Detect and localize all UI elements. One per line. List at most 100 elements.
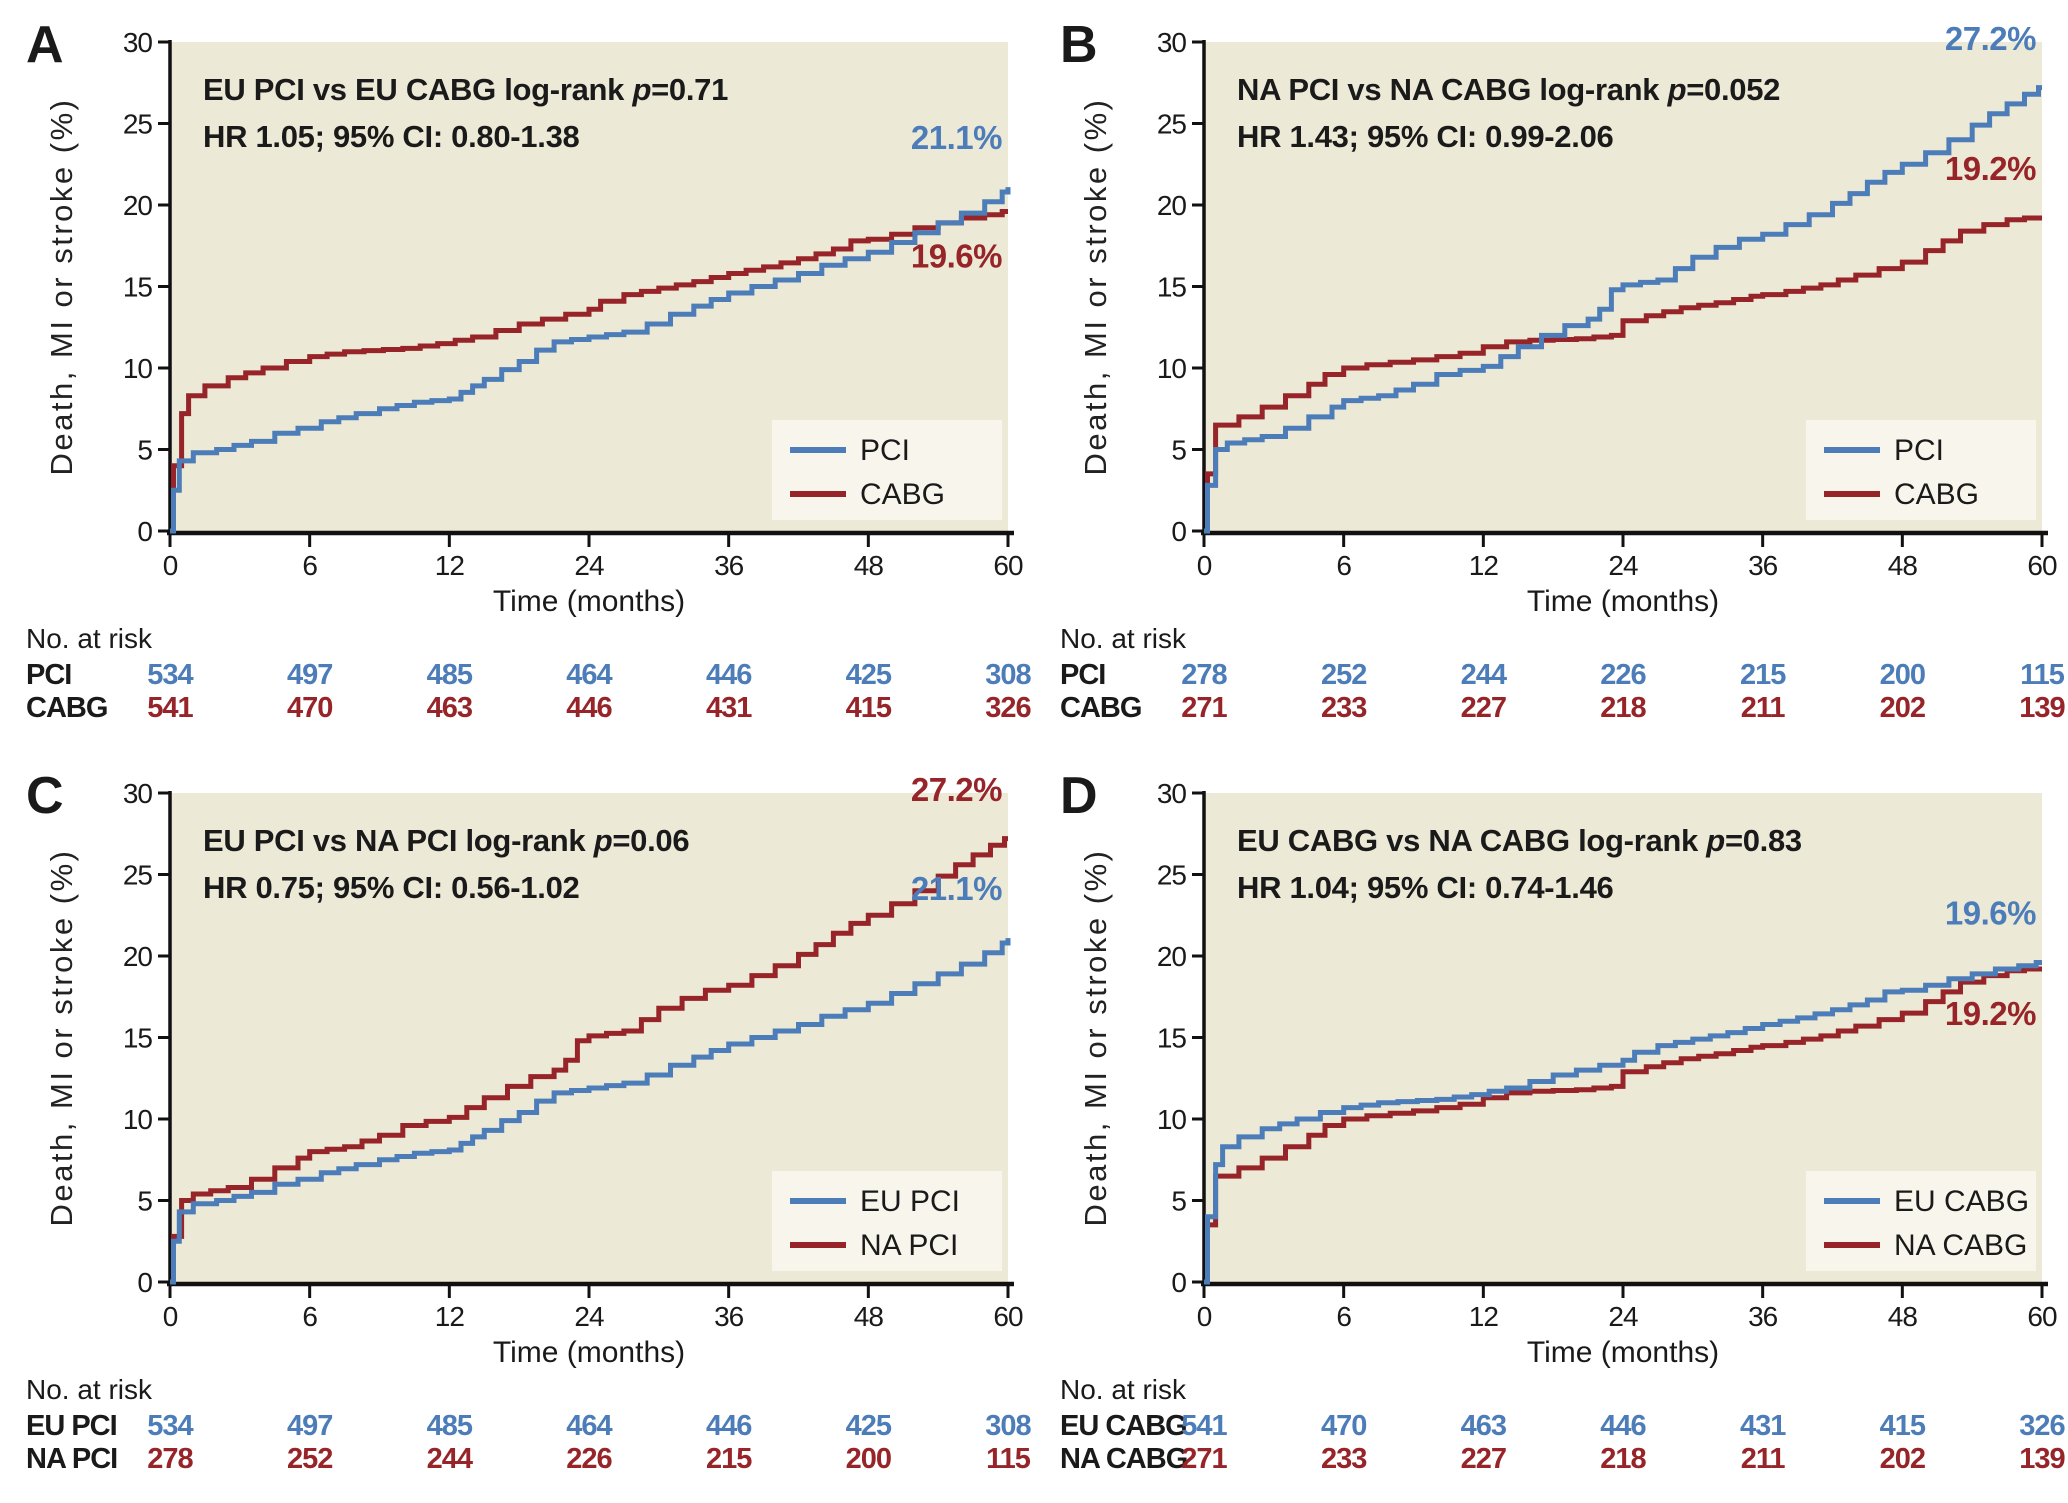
risk-value: 446 [1600,1410,1646,1442]
risk-value: 115 [986,1443,1031,1475]
risk-row-label: PCI [1060,659,1105,691]
x-tick-label: 60 [993,550,1023,581]
stats-logrank-line: EU PCI vs EU CABG log-rank p=0.71 [203,72,728,107]
risk-value: 252 [287,1443,332,1475]
risk-value: 425 [846,659,892,691]
legend-label: CABG [1894,478,1979,511]
risk-value: 115 [2020,659,2065,691]
x-tick-label: 36 [714,1301,744,1332]
km-curve-eu-pci [170,938,1011,1285]
risk-value: 218 [1600,1443,1646,1475]
panel-letter: A [26,16,64,74]
risk-value: 485 [427,659,473,691]
end-label-na-pci: 27.2% [1945,20,2036,57]
legend: EU CABG NA CABG [1806,1171,2036,1271]
x-tick-label: 12 [435,550,465,581]
risk-value: 431 [1740,1410,1786,1442]
km-curve-na-pci [1204,85,2042,534]
risk-value: 233 [1321,692,1367,724]
risk-value: 326 [985,692,1031,724]
y-tick-label: 10 [123,353,153,384]
risk-row-label: EU CABG [1060,1410,1187,1442]
y-tick-label: 20 [1157,941,1187,972]
x-tick-label: 60 [2027,1301,2057,1332]
x-tick-label: 36 [714,550,744,581]
x-tick-label: 36 [1748,1301,1778,1332]
risk-table-header: No. at risk [26,1374,153,1405]
end-label-eu-cabg: 19.6% [1945,895,2036,932]
risk-row: PCI 278 252 244 226 215 200 115 [1060,659,2066,691]
risk-value: 278 [147,1443,193,1475]
x-tick-label: 24 [574,1301,604,1332]
x-tick-label: 12 [435,1301,465,1332]
risk-value: 218 [1600,692,1646,724]
y-tick-label: 15 [123,1023,153,1054]
risk-table-header: No. at risk [1060,623,1187,654]
risk-value: 211 [1741,1443,1786,1475]
risk-value: 470 [287,692,332,724]
y-tick-label: 0 [137,516,152,547]
km-curve-na-pci [170,836,1008,1285]
risk-value: 200 [846,1443,891,1475]
end-label-eu-pci: 21.1% [911,119,1002,156]
y-tick-label: 0 [137,1267,152,1298]
risk-value: 541 [1181,1410,1227,1442]
risk-row-label: EU PCI [26,1410,117,1442]
x-axis-title: Time (months) [493,585,685,618]
y-tick-label: 15 [1157,272,1187,303]
y-tick-label: 5 [1171,435,1186,466]
risk-value: 308 [985,659,1031,691]
risk-value: 227 [1461,692,1506,724]
stats-hr-line: HR 1.05; 95% CI: 0.80-1.38 [203,119,580,154]
y-tick-label: 0 [1171,1267,1186,1298]
x-axis-title: Time (months) [1527,1336,1719,1369]
x-tick-label: 60 [993,1301,1023,1332]
risk-value: 278 [1181,659,1227,691]
risk-value: 215 [1740,659,1786,691]
risk-value: 497 [287,659,332,691]
km-curve-eu-cabg [1204,960,2042,1285]
stats-hr-line: HR 1.43; 95% CI: 0.99-2.06 [1237,119,1614,154]
legend-box [772,420,1002,520]
panel-letter: B [1060,16,1098,74]
y-tick-label: 10 [1157,1104,1187,1135]
legend: PCI CABG [772,420,1002,520]
risk-value: 446 [566,692,612,724]
y-tick-label: 0 [1171,516,1186,547]
risk-value: 534 [147,659,193,691]
risk-table-header: No. at risk [26,623,153,654]
risk-value: 463 [1461,1410,1507,1442]
risk-value: 244 [427,1443,473,1475]
risk-value: 202 [1880,692,1925,724]
risk-value: 227 [1461,1443,1506,1475]
risk-value: 446 [706,659,752,691]
km-curve-na-cabg [1204,215,2042,534]
risk-value: 326 [2019,1410,2065,1442]
panel-letter: D [1060,767,1098,825]
legend-box [1806,1171,2036,1271]
risk-value: 139 [2019,1443,2065,1475]
risk-row: NA PCI 278 252 244 226 215 200 115 [26,1443,1032,1475]
risk-value: 485 [427,1410,473,1442]
risk-value: 446 [706,1410,752,1442]
risk-value: 415 [1880,1410,1926,1442]
legend: PCI CABG [1806,420,2036,520]
x-tick-label: 60 [2027,550,2057,581]
y-tick-label: 5 [137,1186,152,1217]
y-tick-label: 25 [1157,860,1187,891]
panel-a-chart: A 0 5 10 15 20 25 30 0 6 12 24 36 48 60 Time (months) De… [26,16,1033,724]
risk-value: 431 [706,692,752,724]
end-label-eu-cabg: 19.6% [911,238,1002,275]
risk-row: EU PCI 534 497 485 464 446 425 308 [26,1410,1033,1442]
legend-box [1806,420,2036,520]
x-tick-label: 6 [302,550,317,581]
risk-row-label: NA PCI [26,1443,117,1475]
x-tick-label: 6 [302,1301,317,1332]
stats-hr-line: HR 1.04; 95% CI: 0.74-1.46 [1237,870,1614,905]
y-tick-label: 20 [1157,190,1187,221]
legend-label: CABG [860,478,945,511]
risk-value: 202 [1880,1443,1925,1475]
legend-label: EU CABG [1894,1185,2029,1218]
risk-row-label: NA CABG [1060,1443,1187,1475]
y-tick-label: 20 [123,941,153,972]
